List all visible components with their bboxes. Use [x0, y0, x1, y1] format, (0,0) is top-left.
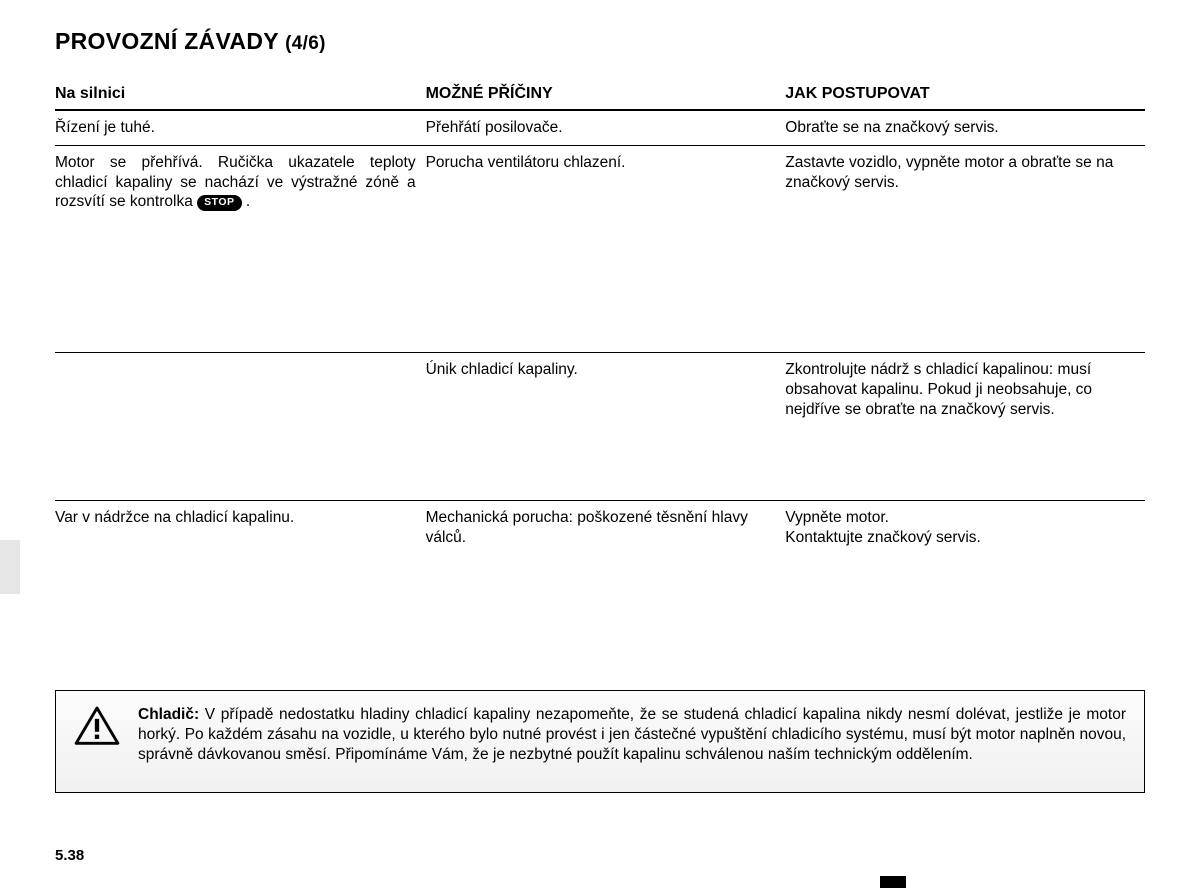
- note-body: V případě nedostatku hladiny chladicí ka…: [138, 706, 1126, 763]
- cell-cause: Únik chladicí kapaliny.: [426, 353, 786, 500]
- bottom-register-tab: [880, 876, 906, 888]
- cell-action: Zastavte vozidlo, vypněte motor a obraťt…: [785, 145, 1145, 352]
- cell-symptom: Motor se přehřívá. Ručička ukazatele tep…: [55, 145, 426, 352]
- cell-cause: Mechanická porucha: poškozené těsnění hl…: [426, 500, 786, 557]
- fault-table: Na silnici MOŽNÉ PŘÍČINY JAK POSTUPOVAT …: [55, 85, 1145, 557]
- cell-symptom: [55, 353, 426, 500]
- col-header-action: JAK POSTUPOVAT: [785, 85, 1145, 110]
- stop-badge: STOP: [197, 195, 241, 211]
- col-header-cause: MOŽNÉ PŘÍČINY: [426, 85, 786, 110]
- cell-action: Vypněte motor.Kontaktujte značkový servi…: [785, 500, 1145, 557]
- page-title: PROVOZNÍ ZÁVADY (4/6): [55, 28, 1145, 55]
- table-row: Motor se přehřívá. Ručička ukazatele tep…: [55, 145, 1145, 352]
- side-thumb-tab: [0, 540, 20, 594]
- table-row: Řízení je tuhé.Přehřátí posilovače.Obrať…: [55, 110, 1145, 145]
- cell-cause: Porucha ventilátoru chlazení.: [426, 145, 786, 352]
- symptom-text-post: .: [242, 193, 251, 210]
- table-body: Řízení je tuhé.Přehřátí posilovače.Obrať…: [55, 110, 1145, 557]
- title-part: (4/6): [285, 33, 326, 54]
- cell-action: Zkontrolujte nádrž s chladicí kapalinou:…: [785, 353, 1145, 500]
- cell-symptom: Řízení je tuhé.: [55, 110, 426, 145]
- warning-icon: [74, 705, 122, 764]
- note-bold: Chladič:: [138, 706, 199, 723]
- warning-note-box: Chladič: V případě nedostatku hladiny ch…: [55, 690, 1145, 793]
- cell-action: Obraťte se na značkový servis.: [785, 110, 1145, 145]
- page-container: PROVOZNÍ ZÁVADY (4/6) Na silnici MOŽNÉ P…: [0, 0, 1200, 888]
- table-header-row: Na silnici MOŽNÉ PŘÍČINY JAK POSTUPOVAT: [55, 85, 1145, 110]
- page-number: 5.38: [55, 847, 84, 864]
- cell-symptom: Var v nádržce na chladicí kapalinu.: [55, 500, 426, 557]
- cell-cause: Přehřátí posilovače.: [426, 110, 786, 145]
- table-row: Var v nádržce na chladicí kapalinu.Mecha…: [55, 500, 1145, 557]
- title-main: PROVOZNÍ ZÁVADY: [55, 28, 278, 54]
- table-row: Únik chladicí kapaliny.Zkontrolujte nádr…: [55, 353, 1145, 500]
- warning-note-text: Chladič: V případě nedostatku hladiny ch…: [138, 705, 1126, 764]
- col-header-symptom: Na silnici: [55, 85, 426, 110]
